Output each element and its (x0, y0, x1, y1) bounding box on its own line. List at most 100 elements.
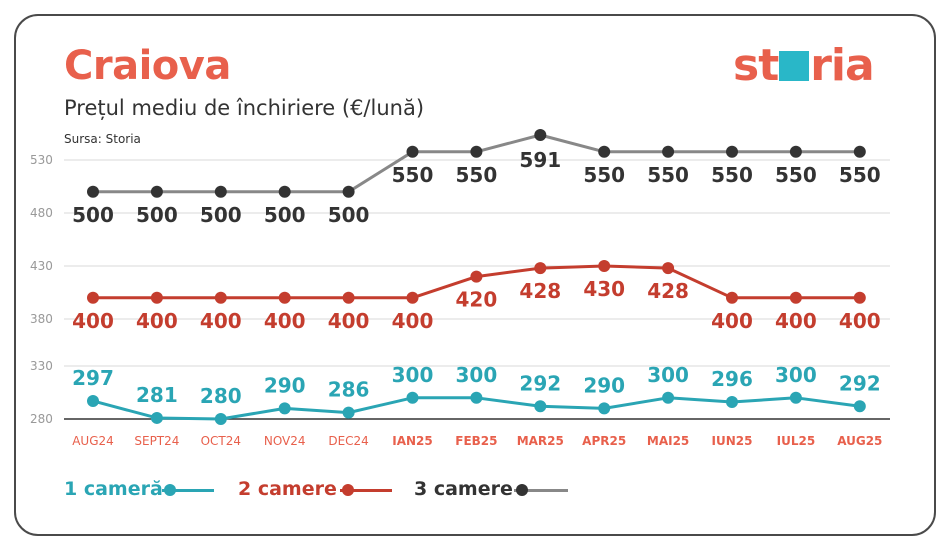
data-label: 286 (328, 378, 370, 402)
data-point (470, 391, 483, 404)
data-point (342, 406, 355, 419)
x-tick-label: NOV24 (264, 434, 306, 448)
data-label: 292 (519, 371, 561, 395)
data-label: 550 (775, 163, 817, 187)
data-label: 290 (583, 373, 625, 397)
data-label: 500 (136, 203, 178, 227)
data-point (406, 145, 419, 158)
data-label: 500 (200, 203, 242, 227)
data-label: 550 (647, 163, 689, 187)
data-point (662, 391, 675, 404)
x-tick-label: MAI25 (647, 434, 689, 448)
legend-dot-swatch (516, 484, 528, 496)
data-point (853, 145, 866, 158)
data-label: 550 (583, 163, 625, 187)
y-tick-label: 530 (30, 153, 53, 167)
data-label: 292 (839, 371, 881, 395)
data-label: 420 (456, 288, 498, 312)
data-label: 400 (711, 309, 753, 333)
data-label: 300 (775, 363, 817, 387)
data-point (87, 185, 99, 198)
data-point (789, 145, 802, 158)
data-label: 290 (264, 373, 306, 397)
data-point (470, 145, 483, 158)
x-tick-label: IAN25 (392, 434, 433, 448)
data-point (278, 291, 291, 304)
data-point (534, 262, 547, 275)
data-label: 550 (392, 163, 434, 187)
data-point (278, 402, 291, 415)
logo-square-icon (779, 51, 810, 81)
data-label: 400 (775, 309, 817, 333)
legend-dot-swatch (342, 484, 354, 496)
data-point (789, 391, 802, 404)
x-tick-label: IUN25 (712, 434, 753, 448)
data-point (598, 402, 611, 415)
data-label: 297 (72, 366, 114, 390)
x-tick-label: SEPT24 (134, 434, 179, 448)
data-label: 500 (264, 203, 306, 227)
data-point (470, 270, 483, 283)
y-tick-label: 380 (30, 312, 53, 326)
data-point (342, 291, 355, 304)
data-point (662, 262, 675, 275)
data-point (853, 400, 866, 413)
x-tick-label: AUG24 (72, 434, 114, 448)
data-point (214, 185, 227, 198)
data-label: 400 (264, 309, 306, 333)
data-label: 400 (136, 309, 178, 333)
data-point (214, 291, 227, 304)
data-point (278, 185, 291, 198)
data-label: 428 (647, 279, 689, 303)
y-tick-label: 330 (30, 359, 53, 373)
data-label: 550 (711, 163, 753, 187)
data-label: 591 (519, 148, 561, 172)
legend-label: 3 camere (414, 478, 513, 500)
data-point (789, 291, 802, 304)
y-tick-label: 430 (30, 259, 53, 273)
legend-label: 1 cameră (64, 478, 163, 500)
x-tick-label: APR25 (582, 434, 626, 448)
data-label: 500 (72, 203, 114, 227)
data-point (598, 145, 611, 158)
data-label: 400 (839, 309, 881, 333)
x-tick-label: DEC24 (328, 434, 368, 448)
data-label: 500 (328, 203, 370, 227)
data-label: 300 (456, 363, 498, 387)
x-tick-label: OCT24 (201, 434, 241, 448)
chart-title: Craiova (64, 43, 231, 89)
legend-label: 2 camere (238, 478, 337, 500)
data-label: 296 (711, 367, 753, 391)
data-point (598, 260, 611, 272)
legend-dot-swatch (164, 484, 176, 496)
data-point (406, 291, 419, 304)
data-point (150, 185, 163, 198)
data-point (406, 391, 419, 404)
x-tick-label: FEB25 (455, 434, 497, 448)
storia-logo: st ria (733, 40, 875, 91)
y-tick-label: 480 (30, 206, 53, 220)
data-point (662, 145, 675, 158)
data-label: 400 (200, 309, 242, 333)
data-point (534, 129, 547, 141)
data-label: 400 (392, 309, 434, 333)
x-tick-label: IUL25 (777, 434, 816, 448)
data-point (726, 145, 738, 158)
data-point (342, 185, 355, 198)
legend-line-swatch (162, 489, 214, 492)
data-label: 428 (519, 279, 561, 303)
legend-line-swatch (340, 489, 392, 492)
data-point (87, 291, 99, 304)
data-point (853, 291, 866, 304)
chart-subtitle: Prețul mediu de închiriere (€/lună) (64, 96, 425, 120)
data-point (87, 394, 99, 407)
data-label: 550 (456, 163, 498, 187)
data-label: 300 (392, 363, 434, 387)
data-label: 430 (583, 277, 625, 301)
legend-line-swatch (514, 489, 568, 492)
data-point (214, 413, 227, 425)
x-tick-label: MAR25 (517, 434, 564, 448)
data-point (150, 291, 163, 304)
chart-source: Sursa: Storia (64, 132, 141, 146)
